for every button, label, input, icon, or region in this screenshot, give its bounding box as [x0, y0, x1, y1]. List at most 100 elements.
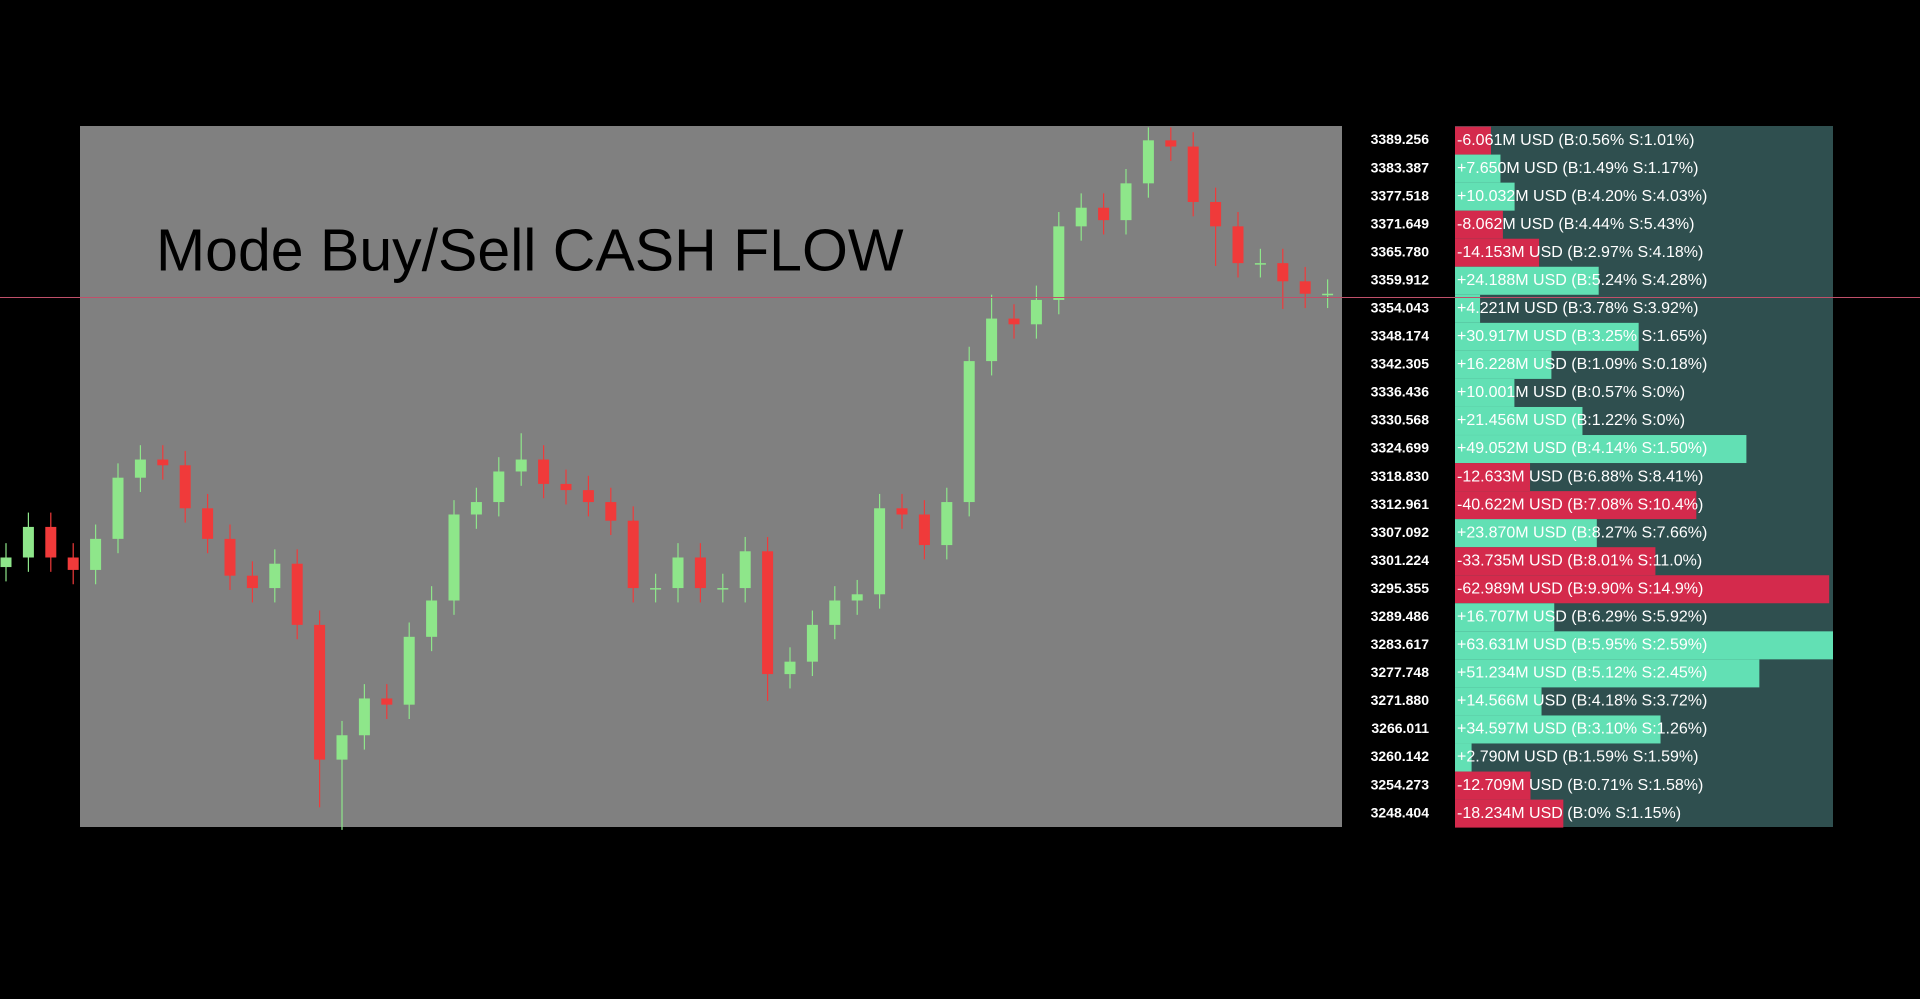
flow-label: +7.650M USD (B:1.49% S:1.17%) — [1457, 160, 1698, 177]
candle-body — [269, 563, 281, 589]
price-level-label: 3371.649 — [1371, 215, 1430, 231]
flow-label: +4.221M USD (B:3.78% S:3.92%) — [1457, 300, 1698, 317]
price-level-label: 3307.092 — [1371, 524, 1430, 540]
candle-body — [896, 508, 908, 515]
price-level-label: 3389.256 — [1371, 131, 1430, 147]
candle-body — [874, 508, 886, 595]
candle-body — [22, 526, 34, 558]
candle-body — [134, 459, 146, 478]
price-level-label: 3354.043 — [1371, 300, 1430, 316]
flow-bar — [1455, 631, 1833, 660]
candle-body — [1120, 183, 1132, 221]
price-level-label: 3248.404 — [1371, 804, 1430, 820]
price-level-label: 3318.830 — [1371, 468, 1430, 484]
candle-body — [1187, 146, 1199, 202]
candle-body — [45, 526, 57, 558]
candle-body — [1008, 318, 1020, 325]
flow-label: -40.622M USD (B:7.08% S:10.4%) — [1457, 496, 1703, 513]
candle-body — [1053, 226, 1065, 300]
candle-body — [112, 477, 124, 539]
price-level-label: 3359.912 — [1371, 271, 1430, 287]
candle-body — [1098, 207, 1110, 221]
candle-body — [157, 459, 169, 466]
flow-label: +10.001M USD (B:0.57% S:0%) — [1457, 384, 1685, 401]
flow-label: -62.989M USD (B:9.90% S:14.9%) — [1457, 580, 1703, 597]
candle-body — [963, 361, 975, 503]
flow-label: +30.917M USD (B:3.25% S:1.65%) — [1457, 328, 1707, 345]
flow-bar — [1455, 435, 1747, 464]
price-level-label: 3348.174 — [1371, 328, 1430, 344]
candle-body — [493, 471, 505, 503]
candle-body — [806, 624, 818, 662]
flow-bar — [1455, 210, 1503, 239]
flow-bar — [1455, 659, 1760, 688]
candle-body — [470, 502, 482, 515]
candle-body — [829, 600, 841, 625]
candle-body — [381, 698, 393, 705]
flow-bar — [1455, 378, 1515, 407]
candle-body — [1142, 140, 1154, 184]
candle-body — [1299, 281, 1311, 294]
flow-bar — [1455, 715, 1661, 744]
flow-bar — [1455, 350, 1552, 379]
flow-label: +10.032M USD (B:4.20% S:4.03%) — [1457, 188, 1707, 205]
flow-label: +63.631M USD (B:5.95% S:2.59%) — [1457, 637, 1707, 654]
candle-body — [291, 563, 303, 625]
price-level-label: 3324.699 — [1371, 440, 1430, 456]
flow-bar — [1455, 799, 1564, 828]
candle-body — [202, 508, 214, 539]
price-level-label: 3283.617 — [1371, 636, 1430, 652]
price-level-label: 3365.780 — [1371, 243, 1430, 259]
candle-body — [851, 594, 863, 601]
flow-bar — [1455, 491, 1697, 520]
flow-label: +34.597M USD (B:3.10% S:1.26%) — [1457, 721, 1707, 738]
flow-bar — [1455, 603, 1555, 632]
price-level-label: 3260.142 — [1371, 748, 1430, 764]
flow-label: -6.061M USD (B:0.56% S:1.01%) — [1457, 132, 1694, 149]
candle-body — [650, 588, 662, 590]
candle-body — [560, 483, 572, 491]
flow-label: +21.456M USD (B:1.22% S:0%) — [1457, 412, 1685, 429]
candle-body — [1030, 299, 1042, 325]
candle-body — [224, 538, 236, 576]
flow-bar — [1455, 463, 1531, 492]
flow-bar — [1455, 547, 1656, 576]
flow-bar — [1455, 266, 1599, 295]
candle-body — [0, 557, 12, 568]
candle-body — [403, 636, 415, 705]
flow-label: +49.052M USD (B:4.14% S:1.50%) — [1457, 440, 1707, 457]
candle-body — [90, 538, 102, 570]
candle-body — [918, 514, 930, 546]
flow-bar — [1455, 771, 1531, 800]
flow-label: +2.790M USD (B:1.59% S:1.59%) — [1457, 749, 1698, 766]
price-level-label: 3336.436 — [1371, 384, 1430, 400]
flow-label: -12.633M USD (B:6.88% S:8.41%) — [1457, 468, 1703, 485]
candle-body — [672, 557, 684, 589]
candle-body — [739, 551, 751, 589]
flow-bar — [1455, 294, 1481, 323]
candle-body — [1075, 207, 1087, 227]
candle-body — [1210, 201, 1222, 227]
flow-label: -18.234M USD (B:0% S:1.15%) — [1457, 805, 1681, 822]
price-level-label: 3254.273 — [1371, 776, 1430, 792]
flow-label: +24.188M USD (B:5.24% S:4.28%) — [1457, 272, 1707, 289]
candle-body — [627, 520, 639, 589]
candle-body — [314, 624, 326, 760]
flow-label: +16.707M USD (B:6.29% S:5.92%) — [1457, 609, 1707, 626]
candle-body — [762, 551, 774, 675]
candle-body — [336, 735, 348, 760]
price-level-label: 3312.961 — [1371, 496, 1430, 512]
flow-label: +23.870M USD (B:8.27% S:7.66%) — [1457, 524, 1707, 541]
price-level-label: 3330.568 — [1371, 412, 1430, 428]
flow-bar — [1455, 406, 1583, 435]
candle-body — [67, 557, 79, 570]
candle-body — [1322, 293, 1334, 296]
candle-body — [426, 600, 438, 637]
flow-label: -14.153M USD (B:2.97% S:4.18%) — [1457, 244, 1703, 261]
flow-label: +16.228M USD (B:1.09% S:0.18%) — [1457, 356, 1707, 373]
candle-body — [179, 465, 191, 509]
price-level-label: 3266.011 — [1371, 720, 1429, 736]
price-level-label: 3383.387 — [1371, 159, 1430, 175]
flow-label: +14.566M USD (B:4.18% S:3.72%) — [1457, 693, 1707, 710]
candle-body — [605, 502, 617, 521]
